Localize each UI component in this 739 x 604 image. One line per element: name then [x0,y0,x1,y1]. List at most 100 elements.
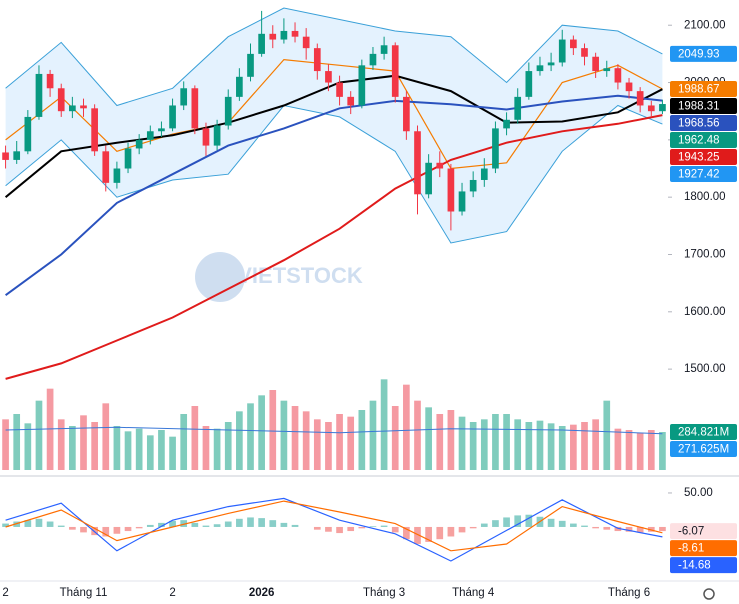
candle-body [325,71,332,83]
last-value-label: 2049.93 [678,48,720,60]
last-value-box [670,424,737,441]
last-value-box [670,540,737,557]
volume-bar [592,419,599,470]
y-tick-label: 2100.00 [684,19,726,31]
y-tick-label: 1800.00 [684,191,726,203]
candle-body [57,88,65,112]
candle-body [102,151,110,183]
volume-bar [336,414,343,470]
macd-histogram [525,514,533,527]
candle-body [447,168,455,212]
volume-bar [391,406,399,470]
macd-histogram [480,523,488,527]
watermark: VIETSTOCK [195,252,363,302]
macd-histogram [135,526,143,529]
last-value-label: 1962.48 [678,135,720,147]
moving-average [5,94,663,297]
gear[interactable] [703,588,715,600]
candle-body [247,53,254,77]
macd-histogram [202,525,210,527]
volume-bar [202,426,210,470]
volume-bar [91,422,98,470]
macd-histogram [313,526,321,530]
volume-bar [380,379,388,470]
volume-bar [258,395,265,470]
macd-histogram [258,518,265,527]
candle-body [35,73,43,117]
macd-histogram [69,526,76,530]
last-value-box [670,166,737,183]
volume-bar [425,407,432,470]
candle-body [280,30,288,40]
macd-line [5,500,663,552]
volume-bar [124,431,132,470]
macd-histogram [247,517,254,527]
volume-bar [35,400,43,470]
volume-bar [13,414,21,470]
macd-histogram [581,525,588,527]
candle-body [514,96,522,120]
last-value-box [670,115,737,132]
volume-bar [325,422,332,470]
macd-histogram [436,526,444,540]
candle-body [469,179,477,192]
candle-body [124,148,132,169]
volume-bar [57,419,65,470]
candle-body [2,152,9,160]
macd-histogram [570,523,577,527]
band-fill [5,8,663,243]
macd-histogram [592,526,599,529]
macd-histogram [603,526,611,530]
plot-layer: 1500.001600.001700.001800.001900.002000.… [2,7,737,599]
macd-histogram [447,526,455,537]
volume-bar [458,416,466,470]
x-tick-label: 2 [169,587,175,599]
candle-body [636,91,644,106]
candle-body [436,162,444,169]
volume-bar [358,410,366,470]
volume-bar [436,414,444,470]
volume-bar [313,419,321,470]
candle-body [236,76,243,97]
macd-histogram [180,520,188,527]
watermark-text: VIETSTOCK [237,263,363,288]
candle-body [480,168,488,180]
volume-bar [558,426,566,470]
volume-bar [636,432,644,470]
candle-body [581,48,588,57]
last-value-label: 1988.67 [678,84,720,96]
candle-body [291,30,299,37]
volume-bar [469,422,477,470]
candle-body [213,125,221,146]
candle-body [135,139,143,149]
last-value-label: -8.61 [678,543,704,555]
volume-bar [447,410,455,470]
candle-body [347,96,355,106]
volume-bar [525,422,533,470]
volume-bar [180,414,188,470]
volume-bar [135,428,143,470]
macd-histogram [80,526,87,533]
volume-bar [536,420,544,470]
macd-histogram [492,520,499,527]
candle-body [313,48,321,72]
candle-body [24,116,32,152]
last-value-box [670,441,737,458]
x-tick-label: Tháng 4 [452,587,495,599]
last-value-label: 1943.25 [678,152,720,164]
macd-histogram [13,521,21,527]
candle-body [191,88,199,129]
macd-histogram [213,524,221,527]
settings-icon[interactable] [703,588,715,600]
volume-bar [236,411,243,470]
macd-histogram [269,520,277,527]
macd-histogram [414,526,421,544]
candle-body [547,62,555,66]
macd-histogram [514,515,522,527]
volume-bar [191,406,199,470]
macd-histogram [403,526,410,540]
volume-average [5,426,663,435]
macd-line [5,497,663,562]
volume-bar [2,419,9,470]
